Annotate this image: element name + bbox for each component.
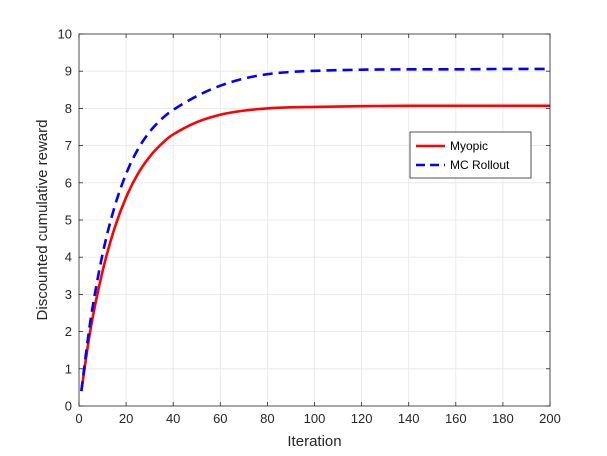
series-line-mc-rollout: [80, 67, 551, 392]
x-tick-label: 20: [119, 411, 133, 426]
legend-label-myopic: Myopic: [450, 139, 488, 153]
legend-box: [409, 131, 532, 179]
y-tick-label: 0: [65, 399, 72, 414]
y-tick-label: 1: [65, 361, 72, 376]
ticks: 0 20 40 60 80 100 120 140 160 180 200 0 1 2 3 4 5 6 7 8 9 10: [58, 27, 561, 427]
x-axis-label: Iteration: [287, 433, 341, 450]
y-tick-label: 5: [65, 213, 72, 228]
y-tick-label: 4: [65, 250, 72, 265]
x-tick-label: 100: [304, 411, 326, 426]
x-tick-label: 160: [445, 411, 467, 426]
x-tick-label: 140: [398, 411, 420, 426]
y-tick-label: 10: [58, 27, 72, 42]
x-tick-label: 200: [539, 411, 561, 426]
x-tick-label: 80: [260, 411, 274, 426]
series-layer: [80, 67, 551, 392]
y-tick-label: 2: [65, 324, 72, 339]
x-tick-label: 40: [166, 411, 180, 426]
legend-label-mc-rollout: MC Rollout: [450, 158, 510, 172]
series-line-myopic: [80, 104, 550, 392]
x-tick-label: 180: [492, 411, 514, 426]
x-tick-label: 60: [213, 411, 227, 426]
y-axis-label: Discounted cumulative reward: [34, 120, 51, 321]
y-tick-label: 7: [65, 138, 72, 153]
y-tick-label: 9: [65, 64, 72, 79]
y-tick-label: 6: [65, 175, 72, 190]
y-tick-label: 8: [65, 101, 72, 116]
x-tick-label: 0: [75, 411, 82, 426]
x-tick-label: 120: [351, 411, 373, 426]
legend: Myopic MC Rollout: [409, 131, 532, 179]
y-tick-label: 3: [65, 287, 72, 302]
